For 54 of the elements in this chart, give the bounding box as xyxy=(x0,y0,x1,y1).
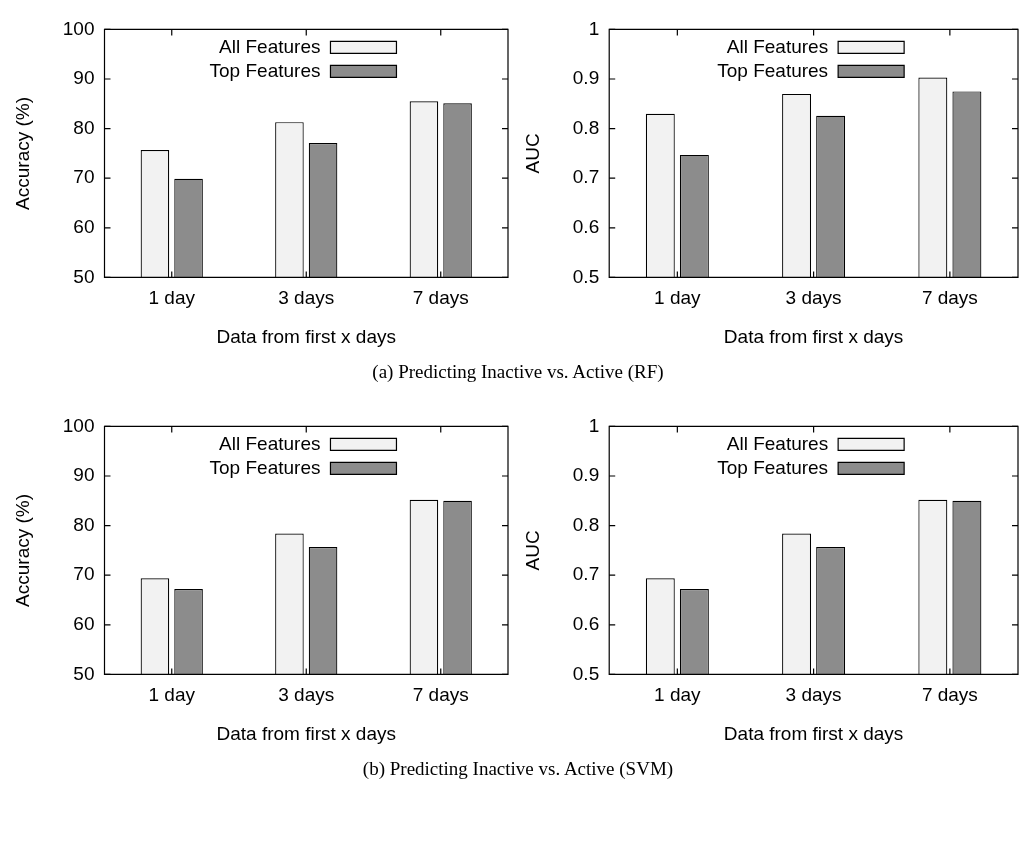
x-tick-label: 7 days xyxy=(412,684,469,706)
legend-label: All Features xyxy=(726,35,829,57)
y-tick-label: 0.8 xyxy=(572,513,600,535)
x-tick-label: 1 day xyxy=(148,684,196,706)
y-tick-label: 90 xyxy=(73,67,95,89)
legend-label: Top Features xyxy=(717,59,829,81)
y-tick-label: 0.5 xyxy=(572,662,600,684)
x-axis-title: Data from first x days xyxy=(723,722,904,744)
y-tick-label: 1 xyxy=(588,17,600,39)
y-tick-label: 60 xyxy=(73,216,95,238)
y-tick-label: 50 xyxy=(73,265,95,287)
legend-label: Top Features xyxy=(209,59,321,81)
y-tick-label: 0.7 xyxy=(572,166,600,188)
x-axis-title: Data from first x days xyxy=(216,325,396,347)
y-tick-label: 80 xyxy=(73,116,95,138)
x-tick-label: 3 days xyxy=(785,287,842,309)
legend-label: All Features xyxy=(219,35,321,57)
x-tick-label: 7 days xyxy=(412,287,469,309)
y-tick-label: 70 xyxy=(73,166,95,188)
y-tick-label: 0.6 xyxy=(572,613,600,635)
y-tick-label: 90 xyxy=(73,464,95,486)
y-tick-label: 1 xyxy=(588,414,600,436)
y-axis-title: AUC xyxy=(521,530,543,571)
x-axis-title: Data from first x days xyxy=(723,325,904,347)
y-tick-label: 60 xyxy=(73,613,95,635)
legend-label: Top Features xyxy=(717,456,829,478)
x-axis-title: Data from first x days xyxy=(216,722,396,744)
text: (a) Predicting Inactive vs. Active (RF) xyxy=(372,361,664,382)
legend-label: All Features xyxy=(726,432,829,454)
y-tick-label: 0.6 xyxy=(572,216,600,238)
x-tick-label: 1 day xyxy=(654,287,702,309)
text: (b) Predicting Inactive vs. Active (SVM) xyxy=(362,758,674,779)
x-tick-label: 3 days xyxy=(278,684,335,706)
y-tick-label: 50 xyxy=(73,662,95,684)
x-tick-label: 3 days xyxy=(278,287,335,309)
legend-label: Top Features xyxy=(209,456,321,478)
y-tick-label: 0.9 xyxy=(572,464,600,486)
y-tick-label: 0.8 xyxy=(572,116,600,138)
y-tick-label: 0.7 xyxy=(572,563,600,585)
y-tick-label: 0.5 xyxy=(572,265,600,287)
x-tick-label: 7 days xyxy=(921,287,978,309)
x-tick-label: 3 days xyxy=(785,684,842,706)
x-tick-label: 1 day xyxy=(654,684,702,706)
x-tick-label: 7 days xyxy=(921,684,978,706)
x-tick-label: 1 day xyxy=(148,287,196,309)
legend-label: All Features xyxy=(219,432,321,454)
y-tick-label: 80 xyxy=(73,513,95,535)
y-axis-title: AUC xyxy=(521,133,543,174)
y-tick-label: 0.9 xyxy=(572,67,600,89)
y-tick-label: 100 xyxy=(62,17,95,39)
y-tick-label: 100 xyxy=(62,414,95,436)
y-axis-title: Accuracy (%) xyxy=(11,493,33,607)
y-tick-label: 70 xyxy=(73,563,95,585)
y-axis-title: Accuracy (%) xyxy=(11,96,33,210)
